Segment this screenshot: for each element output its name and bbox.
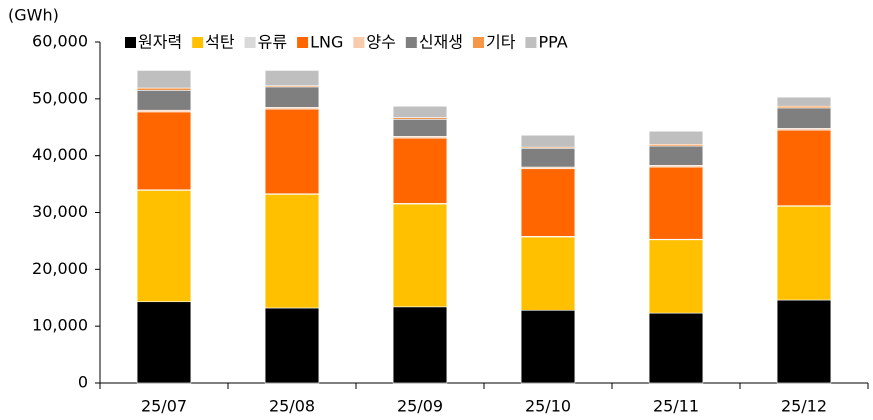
- bar-segment: [264, 307, 320, 384]
- legend-label: 유류: [258, 33, 287, 52]
- bar-segment: [776, 96, 832, 107]
- bar-segment: [776, 107, 832, 129]
- bar-segment: [776, 299, 832, 384]
- bar-segment: [264, 108, 320, 195]
- x-tick-label: 25/07: [141, 397, 187, 416]
- legend-swatch: [353, 37, 365, 48]
- y-tick-label: 0: [78, 373, 88, 392]
- bar-segment: [136, 301, 192, 384]
- legend-label: LNG: [310, 33, 343, 52]
- legend-label: PPA: [538, 33, 567, 52]
- bar-segment: [776, 205, 832, 301]
- y-axis-label: (GWh): [8, 6, 59, 25]
- bar-segment: [648, 312, 704, 384]
- bar-segment: [648, 130, 704, 145]
- legend-swatch: [244, 37, 256, 48]
- bar-segment: [392, 105, 448, 118]
- bar-segment: [392, 306, 448, 384]
- y-tick-label: 20,000: [32, 259, 88, 278]
- legend-swatch: [472, 37, 484, 48]
- bar-segment: [520, 147, 576, 168]
- x-tick-label: 25/12: [781, 397, 827, 416]
- bar-segment: [136, 87, 192, 91]
- legend-swatch: [192, 37, 204, 48]
- legend-label: 기타: [486, 33, 516, 52]
- y-tick-label: 30,000: [32, 202, 88, 221]
- legend-swatch: [297, 37, 309, 48]
- bar-segment: [520, 168, 576, 237]
- x-tick-label: 25/09: [397, 397, 443, 416]
- legend-swatch: [525, 37, 537, 48]
- legend-label: 신재생: [419, 33, 463, 52]
- legend-swatch: [125, 37, 136, 48]
- y-tick-label: 50,000: [32, 88, 88, 107]
- y-tick-label: 10,000: [32, 316, 88, 335]
- bar-segment: [520, 134, 576, 148]
- bar-segment: [776, 129, 832, 206]
- bar-segment: [392, 118, 448, 137]
- bar-segment: [264, 194, 320, 309]
- bar-segment: [520, 236, 576, 311]
- legend-swatch: [405, 37, 417, 48]
- legend-label: 양수: [366, 33, 395, 52]
- bar-segment: [136, 190, 192, 303]
- bar-segment: [136, 90, 192, 111]
- x-tick-label: 25/11: [653, 397, 699, 416]
- bar-segment: [392, 137, 448, 204]
- x-tick-label: 25/10: [525, 397, 571, 416]
- bar-segment: [648, 239, 704, 314]
- bar-segment: [136, 111, 192, 191]
- bar-segment: [264, 70, 320, 87]
- y-tick-label: 40,000: [32, 145, 88, 164]
- bar-segment: [648, 166, 704, 240]
- x-tick-label: 25/08: [269, 397, 315, 416]
- bar-segment: [392, 203, 448, 308]
- y-tick-label: 60,000: [32, 32, 88, 51]
- bar-segment: [520, 309, 576, 384]
- bar-segment: [648, 145, 704, 166]
- legend-label: 석탄: [205, 33, 235, 52]
- bar-segment: [264, 86, 320, 108]
- bar-segment: [136, 70, 192, 89]
- legend-label: 원자력: [138, 33, 182, 52]
